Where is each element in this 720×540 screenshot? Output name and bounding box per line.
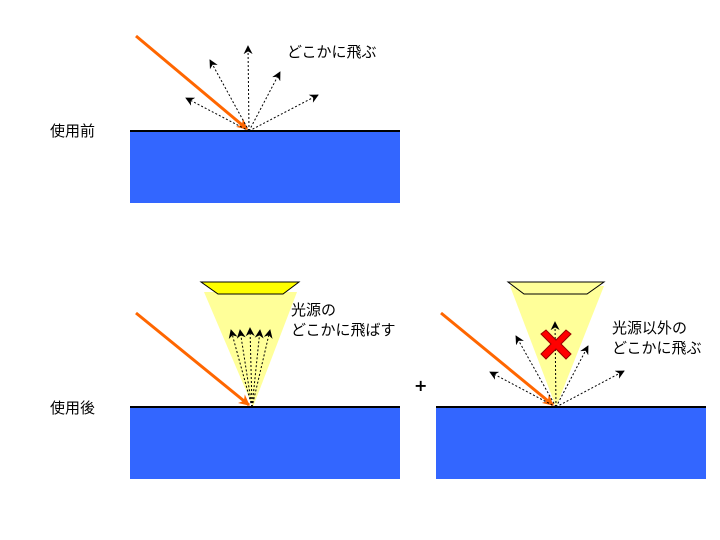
- reflect-arrow: [251, 329, 264, 408]
- scatter-arrow: [248, 94, 319, 132]
- reflect-arrow: [236, 329, 253, 408]
- light-source-left: [199, 281, 301, 295]
- scatter-arrow: [243, 45, 253, 132]
- reflect-arrow: [245, 327, 255, 408]
- scatter-arrow: [555, 370, 625, 408]
- label-to-light-1: 光源の: [291, 301, 336, 319]
- label-outside-1: 光源以外の: [612, 319, 687, 337]
- light-source-right: [506, 281, 606, 295]
- scatter-arrows-outside-light: [489, 321, 625, 408]
- plus-sign: +: [414, 376, 427, 395]
- panel-before: どこかに飛ぶ 使用前: [50, 34, 400, 203]
- reflect-arrows-to-light: [228, 327, 273, 408]
- incident-ray-after-right: [440, 311, 554, 407]
- incident-ray-after-left: [135, 311, 250, 407]
- surface-after-right: [436, 407, 706, 479]
- label-scatter-top: どこかに飛ぶ: [287, 43, 377, 61]
- panel-after-left: 光源の どこかに飛ばす 使用後: [50, 281, 400, 479]
- scatter-arrow: [555, 345, 589, 408]
- scatter-arrows-before: [185, 45, 319, 132]
- reflect-arrow: [228, 329, 253, 408]
- cross-icon: [540, 329, 572, 360]
- surface-after-left: [130, 407, 400, 479]
- panel-after-right: 光源以外の どこかに飛ぶ: [436, 281, 706, 479]
- reflect-arrow: [251, 329, 273, 408]
- surface-before: [130, 131, 400, 203]
- label-after: 使用後: [50, 399, 95, 417]
- scatter-arrow: [248, 71, 281, 132]
- scatter-arrow: [209, 59, 250, 132]
- incident-ray-before: [135, 34, 248, 131]
- scatter-arrow: [515, 335, 557, 408]
- scatter-arrow: [489, 371, 557, 408]
- label-outside-2: どこかに飛ぶ: [612, 339, 702, 357]
- label-before: 使用前: [50, 122, 95, 140]
- label-to-light-2: どこかに飛ばす: [291, 321, 396, 339]
